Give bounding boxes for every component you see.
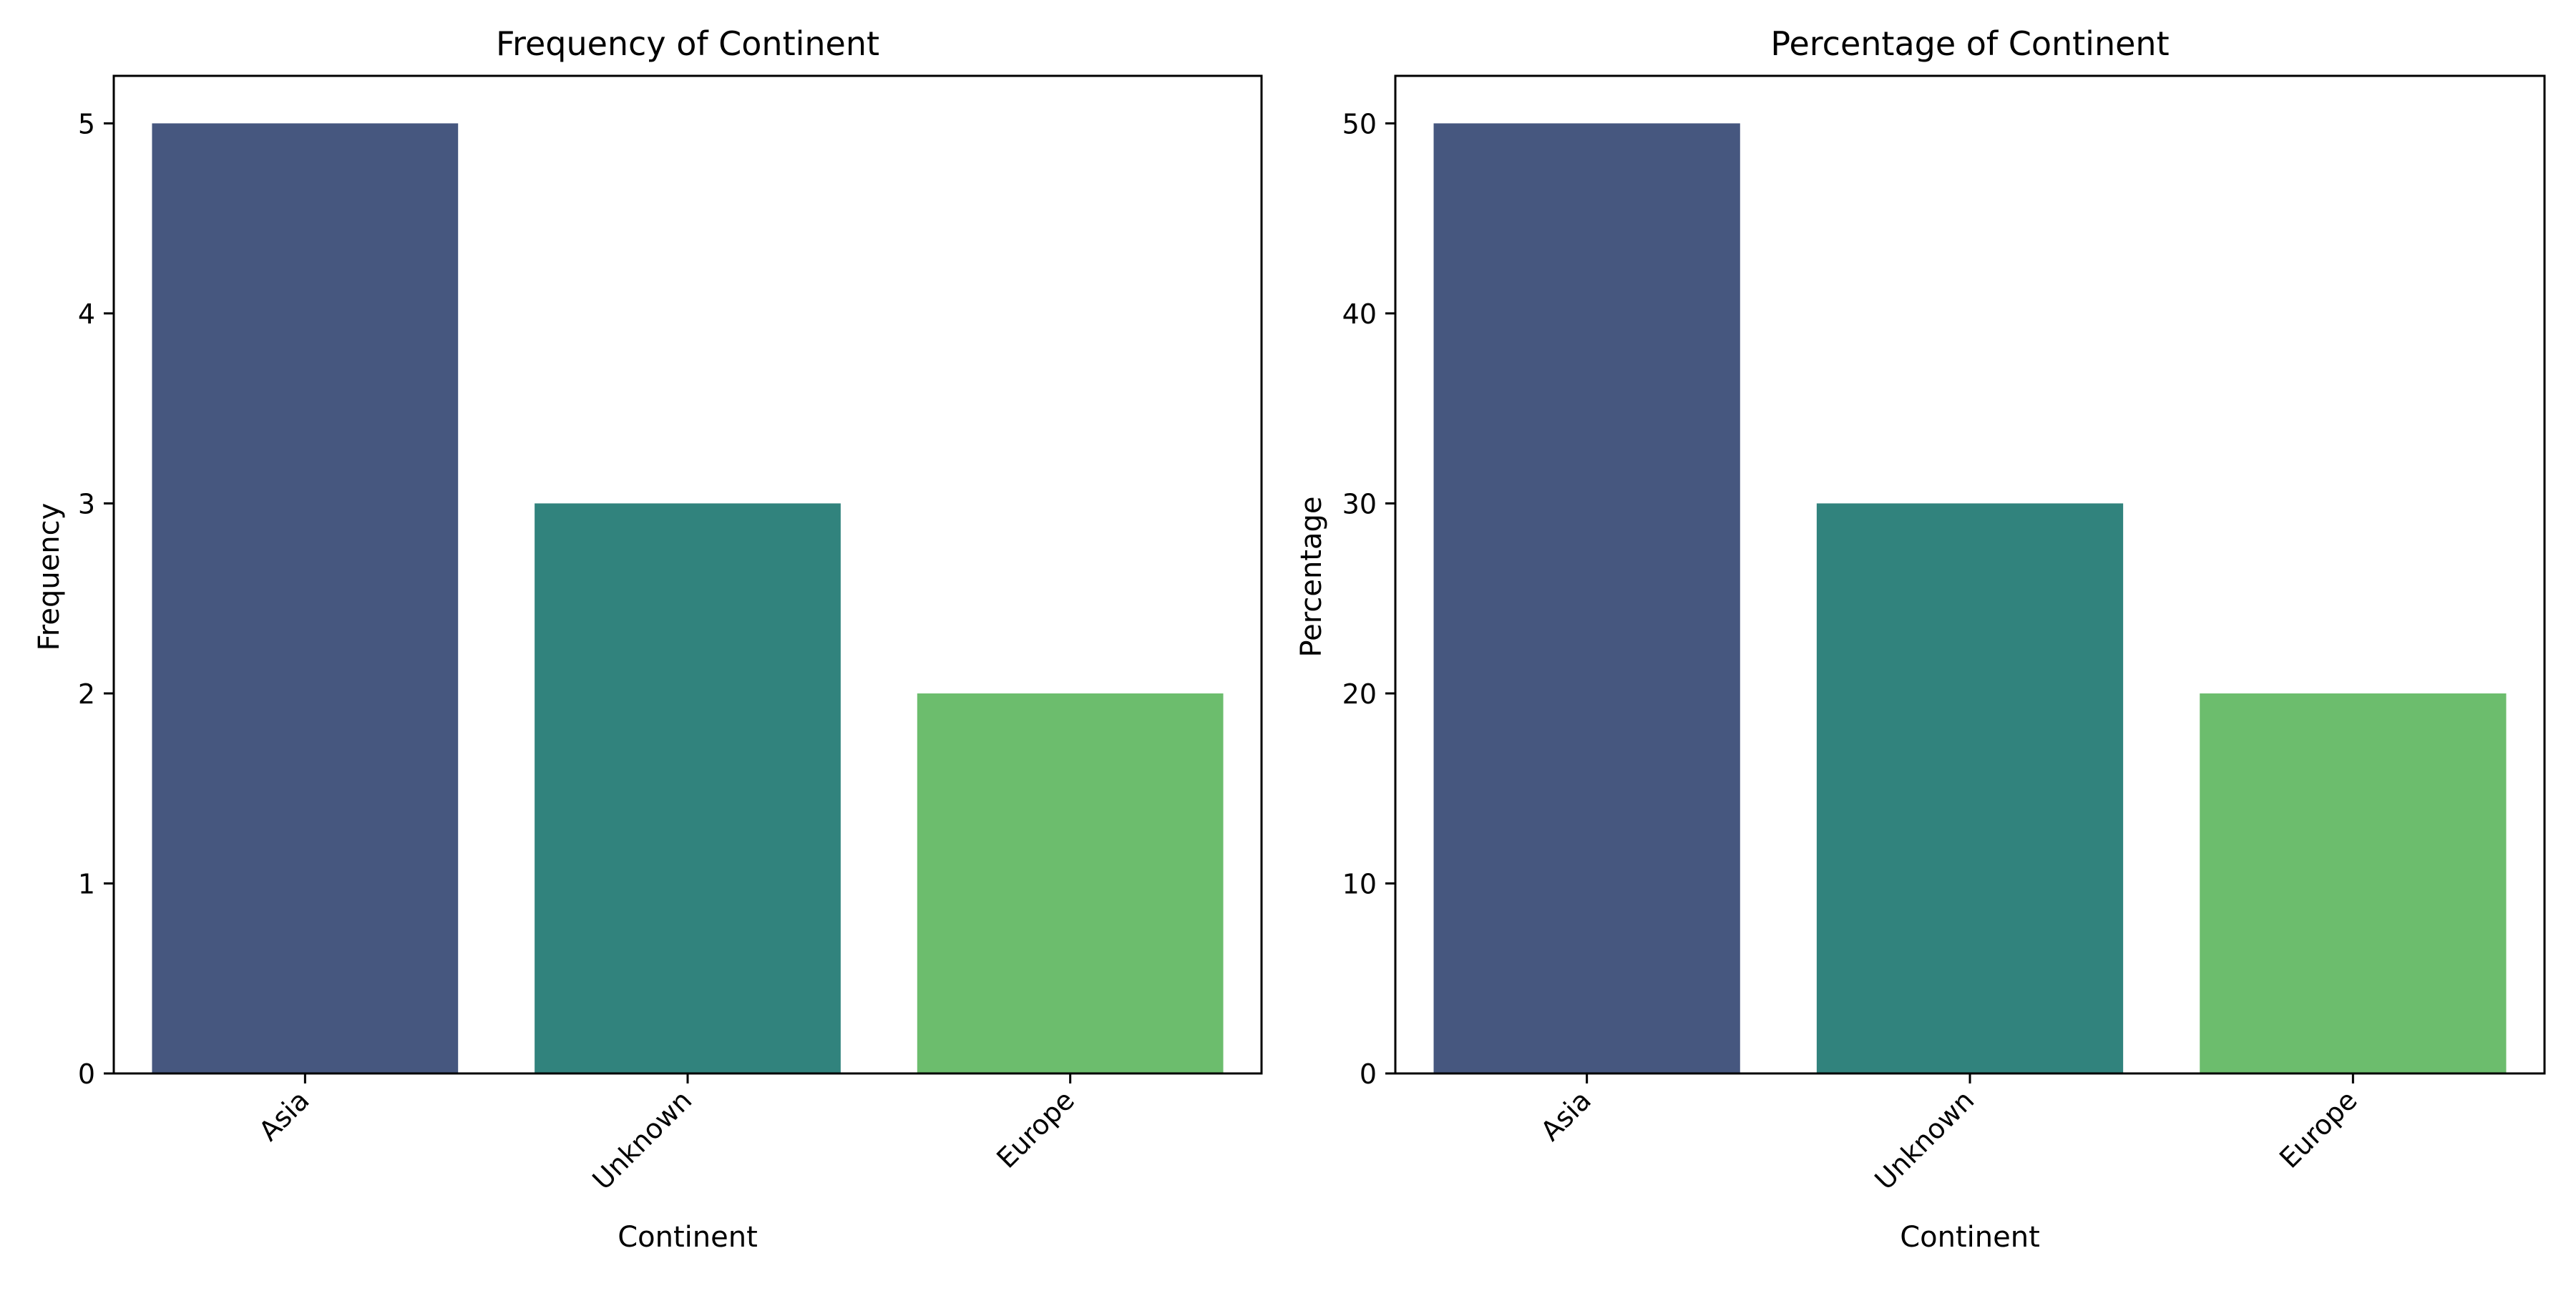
y-tick-label: 10 [1342,868,1377,900]
y-ticks: 0 10 20 30 40 50 [1342,108,1395,1090]
y-tick-label: 1 [78,868,95,900]
y-tick-label: 20 [1342,678,1377,710]
x-axis-label: Continent [618,1221,758,1254]
y-tick-label: 2 [78,678,95,710]
chart-title: Frequency of Continent [496,24,879,63]
y-axis-label: Frequency [33,503,66,651]
bar-asia [1433,123,1740,1073]
y-tick-label: 5 [78,108,95,140]
x-axis-label: Continent [1900,1221,2040,1254]
bar-europe [917,693,1224,1073]
y-axis-label: Percentage [1295,496,1328,657]
plot-frame [112,74,1263,1075]
bar-asia [152,123,459,1073]
y-ticks: 0 1 2 3 4 5 [78,108,114,1090]
chart-title: Percentage of Continent [1770,24,2169,63]
y-tick-label: 0 [78,1058,95,1090]
chart-percentage: Percentage of Continent Continent Percen… [1295,24,2546,1254]
bar-unknown [535,503,841,1073]
bar-unknown [1816,503,2124,1073]
y-tick-label: 30 [1342,488,1377,520]
y-tick-label: 50 [1342,108,1377,140]
y-tick-label: 0 [1360,1058,1377,1090]
chart-frequency: Frequency of Continent Continent Frequen… [33,24,1263,1254]
bars [1433,123,2507,1073]
y-tick-label: 3 [78,488,95,520]
bar-europe [2200,693,2507,1073]
bars [152,123,1224,1073]
plot-frame [1394,74,2546,1075]
y-tick-label: 40 [1342,298,1377,330]
y-tick-label: 4 [78,298,95,330]
